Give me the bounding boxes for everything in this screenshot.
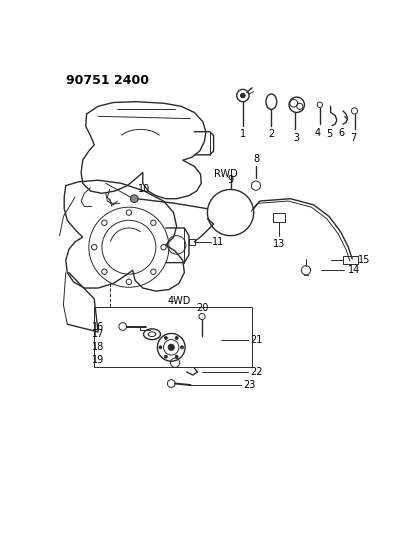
Text: 9: 9 [228,175,234,185]
Circle shape [130,195,138,203]
Text: 22: 22 [251,367,263,377]
Text: 23: 23 [243,380,255,390]
Circle shape [175,355,178,358]
Text: 20: 20 [196,303,208,313]
Text: 1: 1 [240,130,246,140]
Text: 8: 8 [253,154,259,164]
Circle shape [168,344,174,350]
Circle shape [175,336,178,340]
Text: 10: 10 [138,184,150,195]
Text: 2: 2 [268,130,274,140]
Bar [343,256,358,264]
Text: 13: 13 [273,239,285,249]
Circle shape [241,93,245,98]
Text: 18: 18 [92,342,104,352]
Text: 16: 16 [92,321,104,332]
Text: 90751 2400: 90751 2400 [66,74,149,87]
Text: 19: 19 [92,356,104,366]
Text: 21: 21 [250,335,262,345]
Text: 4WD: 4WD [167,296,190,306]
Text: 3: 3 [294,133,300,143]
Circle shape [164,336,167,340]
Text: RWD: RWD [214,169,237,179]
Bar [94,306,252,367]
Text: 7: 7 [350,133,356,143]
Text: 11: 11 [212,237,224,247]
Text: 4: 4 [315,128,321,138]
Circle shape [180,346,184,349]
Bar [189,239,195,245]
Text: 6: 6 [338,128,344,138]
Circle shape [164,355,167,358]
Text: 5: 5 [326,130,332,140]
Text: 15: 15 [358,255,371,265]
Bar [273,213,285,222]
Circle shape [159,346,162,349]
Text: 14: 14 [348,265,361,276]
Text: 17: 17 [92,329,104,339]
